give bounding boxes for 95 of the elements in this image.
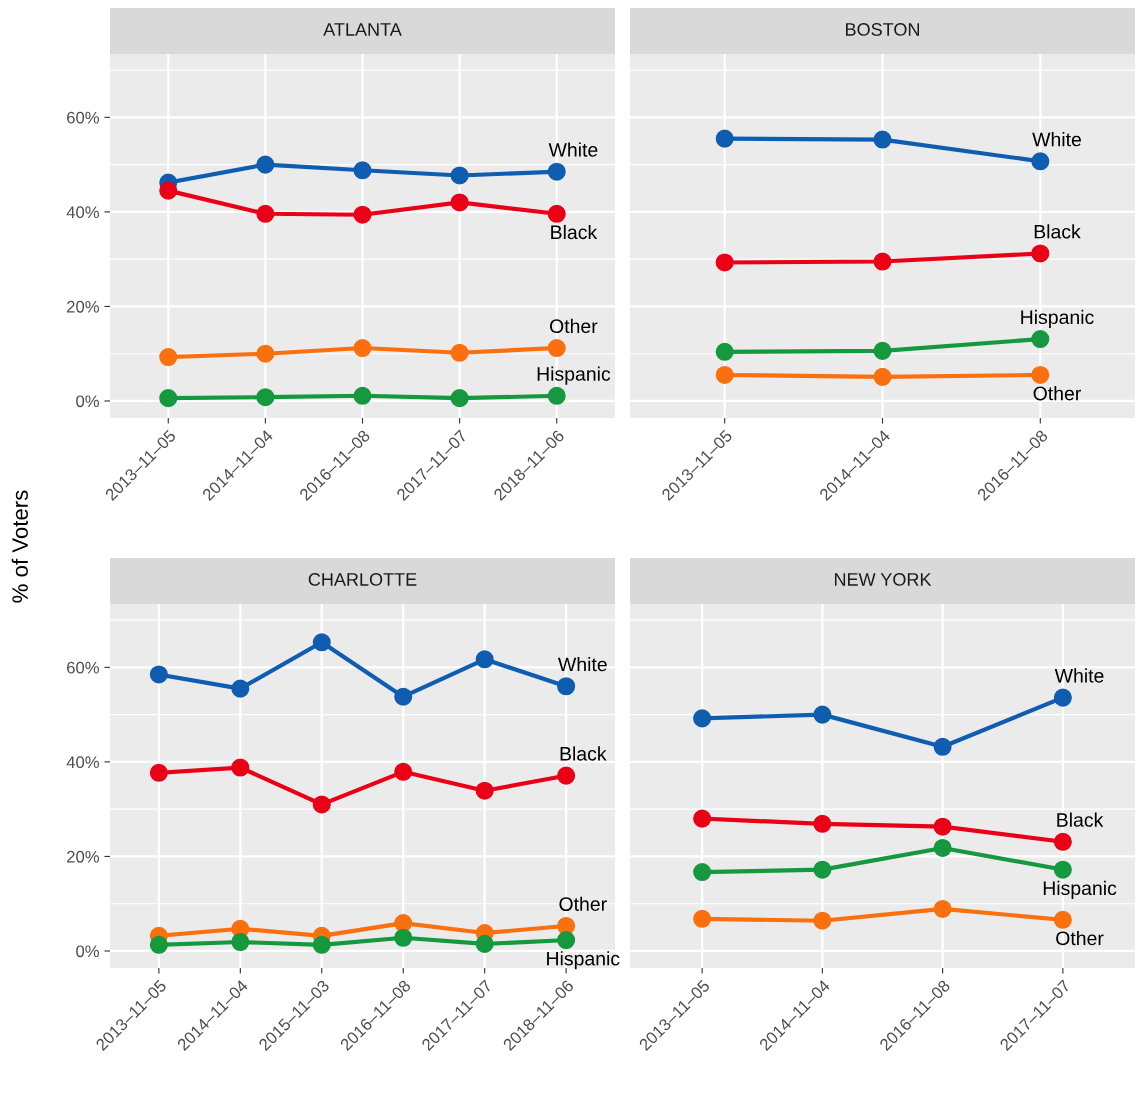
point <box>715 129 734 148</box>
series-label: Other <box>1033 386 1081 401</box>
point <box>933 899 952 918</box>
y-tick-label: 20% <box>67 300 99 313</box>
series-label: White <box>1032 132 1081 147</box>
point <box>1053 910 1072 929</box>
point <box>159 181 178 200</box>
point <box>547 162 566 181</box>
point <box>159 347 178 367</box>
point <box>557 931 576 950</box>
point <box>231 932 250 952</box>
point <box>475 781 494 800</box>
point <box>353 205 372 224</box>
point <box>149 935 168 954</box>
point <box>256 388 275 407</box>
point <box>256 344 275 363</box>
point <box>394 928 413 947</box>
point <box>353 339 372 358</box>
point <box>1031 365 1050 385</box>
series-label: Hispanic <box>1043 880 1117 899</box>
point <box>547 204 566 223</box>
point <box>475 650 494 669</box>
chart-title: CHARLOTTE <box>308 573 417 586</box>
point <box>813 705 832 724</box>
point <box>715 342 734 361</box>
point <box>873 341 892 360</box>
point <box>715 365 734 385</box>
point <box>450 193 469 212</box>
point <box>693 809 712 828</box>
series-label: Hispanic <box>537 366 611 385</box>
y-tick-label: 40% <box>66 206 99 219</box>
y-axis-title: % of Voters <box>11 490 28 603</box>
y-tick-label: 40% <box>66 756 99 769</box>
point <box>873 252 892 271</box>
point <box>1031 244 1050 263</box>
point <box>256 155 275 174</box>
series-label: Hispanic <box>547 951 620 970</box>
point <box>547 386 566 405</box>
chart-title: ATLANTA <box>323 23 402 36</box>
series-label: Black <box>1057 812 1104 827</box>
point <box>1053 832 1072 851</box>
point <box>933 737 952 756</box>
point <box>149 665 168 684</box>
point <box>1053 688 1072 707</box>
point <box>813 814 832 833</box>
point <box>873 367 892 386</box>
point <box>450 389 469 408</box>
series-label: Black <box>560 746 607 761</box>
series-label: Hispanic <box>1021 309 1094 328</box>
point <box>1053 860 1072 879</box>
chart-title: NEW YORK <box>834 573 932 586</box>
point <box>813 860 832 879</box>
point <box>312 633 331 652</box>
point <box>149 763 168 782</box>
point <box>231 679 250 698</box>
y-tick-label: 60% <box>67 661 99 674</box>
point <box>159 389 178 408</box>
series-label: Other <box>550 318 598 334</box>
point <box>394 687 413 706</box>
point <box>1031 330 1050 349</box>
series-label: Black <box>551 224 598 240</box>
point <box>394 762 413 781</box>
point <box>475 934 494 953</box>
point <box>547 339 566 358</box>
series-label: Black <box>1034 224 1081 239</box>
y-tick-label: 0% <box>76 395 99 408</box>
point <box>231 758 250 777</box>
point <box>353 161 372 180</box>
point <box>312 935 331 954</box>
series-label: Other <box>1056 930 1104 946</box>
point <box>693 863 712 882</box>
series-label: White <box>1054 668 1104 683</box>
series-label: Other <box>559 896 607 911</box>
point <box>353 386 372 405</box>
point <box>312 795 331 814</box>
point <box>256 204 275 223</box>
y-tick-label: 60% <box>67 111 99 124</box>
point <box>933 817 952 836</box>
point <box>873 130 892 149</box>
y-tick-label: 0% <box>76 945 99 958</box>
point <box>557 677 576 696</box>
point <box>450 343 469 362</box>
point <box>557 766 576 785</box>
series-label: White <box>548 142 598 157</box>
point <box>450 166 469 185</box>
chart-title: BOSTON <box>846 23 919 36</box>
point <box>1031 152 1050 171</box>
point <box>693 909 712 928</box>
point <box>394 914 413 933</box>
point <box>715 253 734 272</box>
point <box>813 911 832 930</box>
point <box>693 709 712 728</box>
series-label: White <box>558 657 607 672</box>
y-tick-label: 20% <box>67 850 99 863</box>
point <box>933 838 952 857</box>
